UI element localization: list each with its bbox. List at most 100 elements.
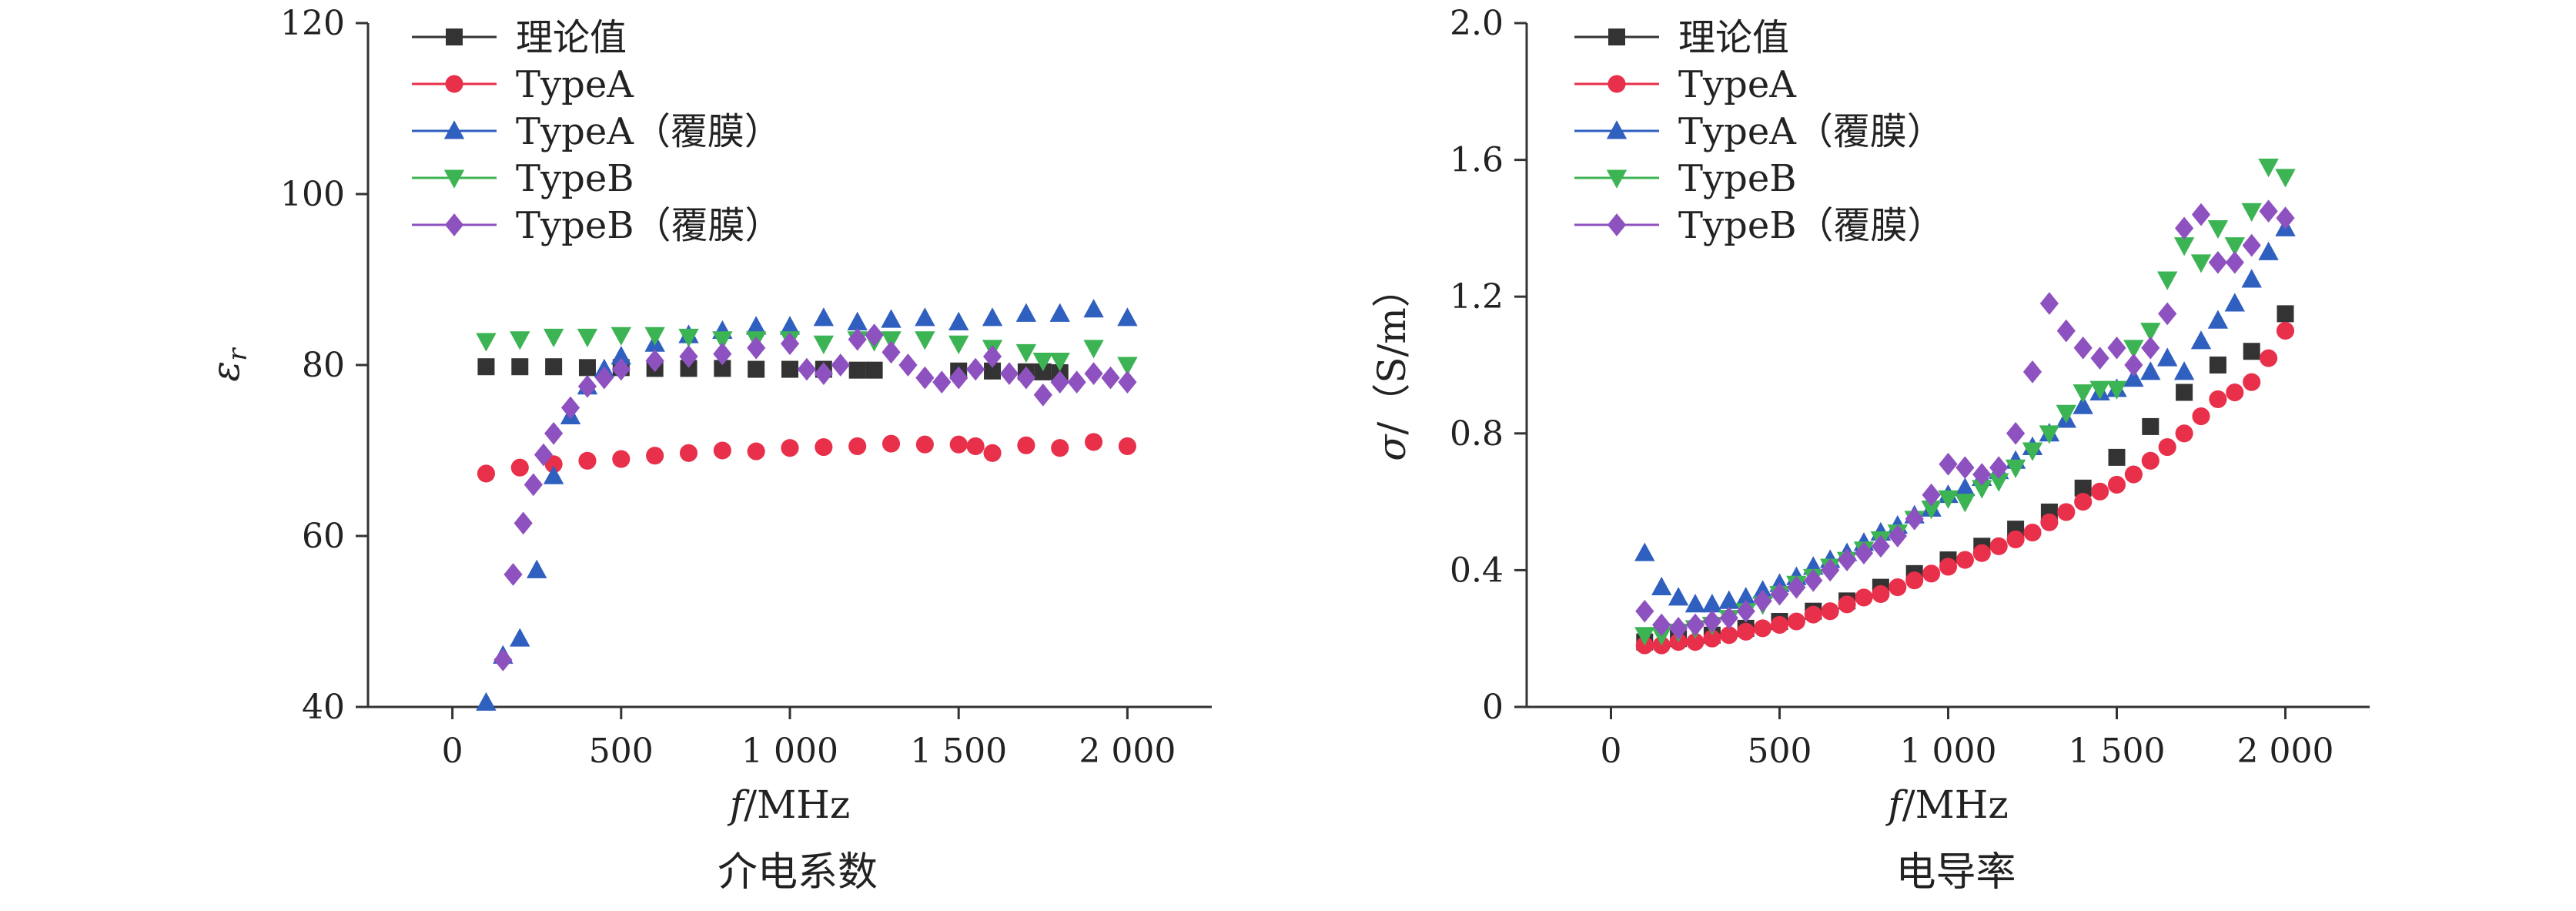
data-point (2158, 438, 2176, 457)
data-point (1922, 564, 1941, 583)
data-point (779, 316, 801, 335)
data-point (1049, 353, 1070, 372)
data-point (2207, 310, 2229, 329)
data-point (644, 327, 665, 346)
data-point (524, 473, 543, 497)
chart-caption: 电导率 (1895, 849, 2016, 896)
data-point (1118, 437, 1136, 455)
legend-marker (445, 75, 463, 93)
data-point (1989, 537, 2008, 555)
data-point (2276, 322, 2295, 340)
data-point (1989, 456, 2009, 480)
data-point (2123, 368, 2144, 387)
data-point (560, 396, 580, 420)
data-point (510, 458, 529, 477)
data-point (1669, 617, 1688, 640)
data-point (882, 434, 901, 453)
data-point (1922, 483, 1941, 507)
x-tick-label: 0 (1601, 732, 1622, 771)
data-point (2224, 237, 2245, 256)
data-point (646, 447, 664, 465)
data-point (2175, 216, 2194, 240)
data-point (2056, 319, 2076, 343)
data-point (1015, 343, 1037, 363)
data-point (881, 331, 902, 350)
data-point (510, 331, 530, 350)
data-point (1939, 558, 1958, 576)
data-point (2022, 442, 2043, 461)
data-point (1017, 436, 1035, 454)
data-point (983, 444, 1002, 462)
data-point (712, 331, 733, 350)
data-point (1939, 452, 1958, 476)
x-tick-label: 500 (589, 732, 654, 771)
data-point (1034, 363, 1052, 380)
data-point (1634, 542, 1655, 561)
data-point (714, 360, 731, 377)
data-point (1905, 507, 1924, 531)
data-point (747, 442, 765, 461)
data-point (2039, 292, 2059, 315)
data-point (1955, 494, 1975, 513)
data-point (2123, 340, 2144, 359)
data-point (476, 333, 497, 352)
data-point (814, 362, 833, 385)
data-point (1989, 473, 2009, 492)
y-tick-label: 120 (280, 4, 345, 43)
data-point (831, 353, 850, 377)
data-point (1118, 370, 1137, 394)
data-point (1686, 633, 1705, 651)
data-point (1720, 626, 1738, 645)
legend-marker (443, 120, 465, 139)
x-tick-label: 2 000 (1079, 732, 1176, 771)
data-point (1838, 595, 1856, 614)
data-point (2140, 361, 2161, 380)
data-point (1067, 370, 1086, 394)
data-point (1838, 548, 1857, 571)
legend-label: TypeB（覆膜） (1678, 204, 1945, 247)
data-point (2073, 395, 2093, 414)
data-point (543, 465, 564, 484)
data-point (2173, 361, 2195, 380)
legend-marker (1607, 75, 1626, 93)
data-point (1634, 627, 1655, 646)
data-point (2258, 159, 2279, 178)
legend-label: TypeB (1678, 157, 1797, 200)
data-point (2225, 250, 2244, 274)
data-point (578, 359, 596, 377)
data-point (2259, 199, 2278, 223)
data-point (881, 309, 902, 328)
data-point (815, 438, 833, 457)
data-point (915, 307, 935, 327)
y-tick-label: 60 (302, 517, 345, 556)
legend-label: TypeA（覆膜） (516, 110, 781, 153)
data-point (493, 648, 513, 672)
data-point (2073, 384, 2093, 404)
data-point (915, 331, 935, 350)
data-point (680, 360, 698, 377)
data-point (915, 366, 935, 390)
data-point (1703, 629, 1721, 648)
data-point (1101, 366, 1120, 390)
data-point (781, 360, 798, 378)
data-point (982, 345, 1002, 368)
y-tick-label: 0.8 (1450, 414, 1504, 454)
data-point (2176, 383, 2193, 401)
data-point (780, 332, 800, 356)
legend-label: TypeB（覆膜） (516, 204, 782, 247)
data-point (514, 511, 533, 535)
data-point (1651, 576, 1672, 596)
data-point (2039, 425, 2060, 444)
data-point (848, 437, 867, 455)
data-point (1084, 362, 1103, 385)
data-point (2091, 482, 2109, 501)
data-point (745, 316, 767, 335)
data-point (2124, 465, 2143, 484)
data-point (2275, 169, 2296, 188)
legend-label: TypeB (516, 157, 634, 200)
data-point (1651, 627, 1672, 646)
data-point (898, 353, 918, 377)
legend-marker (446, 28, 463, 45)
data-point (2022, 360, 2042, 383)
data-point (2277, 305, 2294, 323)
